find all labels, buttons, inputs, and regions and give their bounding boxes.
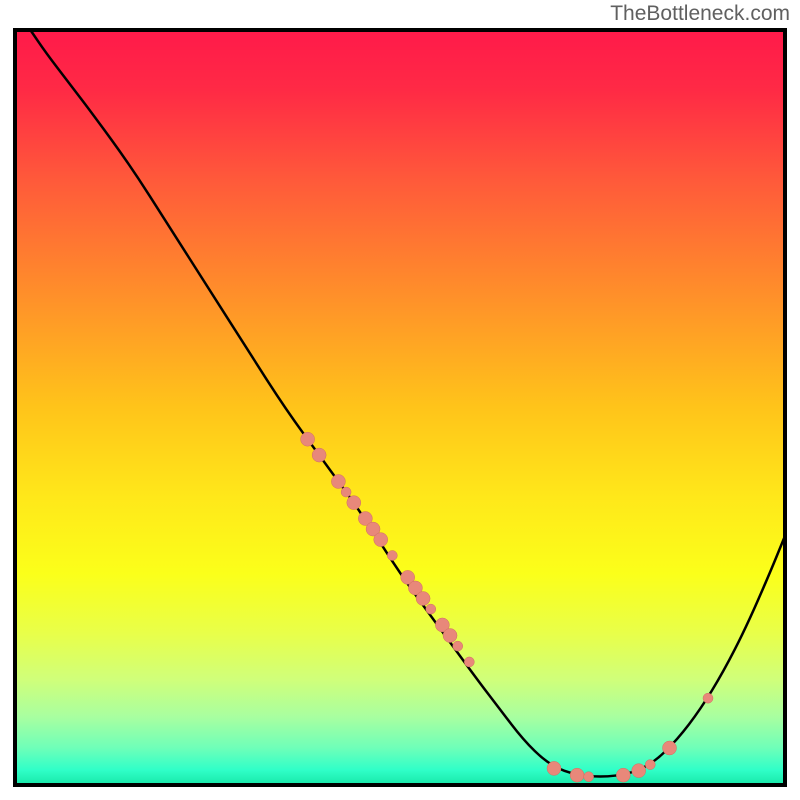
data-marker: [426, 604, 436, 614]
data-marker: [301, 432, 315, 446]
data-marker: [663, 741, 677, 755]
data-marker: [416, 592, 430, 606]
data-marker: [645, 760, 655, 770]
bottleneck-chart: [0, 0, 800, 800]
data-marker: [570, 768, 584, 782]
data-marker: [453, 641, 463, 651]
data-marker: [703, 693, 713, 703]
data-marker: [347, 496, 361, 510]
data-marker: [443, 629, 457, 643]
chart-background: [15, 30, 785, 785]
data-marker: [374, 533, 388, 547]
data-marker: [616, 768, 630, 782]
data-marker: [547, 761, 561, 775]
attribution-text: TheBottleneck.com: [610, 2, 790, 26]
data-marker: [584, 772, 594, 782]
data-marker: [312, 448, 326, 462]
data-marker: [464, 657, 474, 667]
data-marker: [331, 474, 345, 488]
data-marker: [387, 550, 397, 560]
data-marker: [341, 487, 351, 497]
data-marker: [632, 764, 646, 778]
chart-container: TheBottleneck.com: [0, 0, 800, 800]
